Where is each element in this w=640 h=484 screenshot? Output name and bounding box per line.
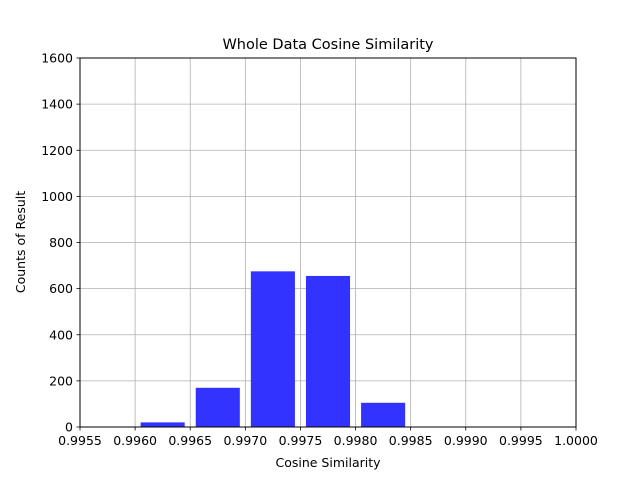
y-tick-label: 0 bbox=[65, 420, 73, 435]
y-tick-label: 600 bbox=[49, 281, 73, 296]
histogram-bar bbox=[305, 275, 351, 427]
x-tick-label: 0.9985 bbox=[389, 433, 433, 448]
x-tick-label: 0.9980 bbox=[334, 433, 378, 448]
chart-title: Whole Data Cosine Similarity bbox=[222, 37, 433, 53]
x-tick-label: 0.9975 bbox=[279, 433, 323, 448]
histogram-bar bbox=[250, 271, 295, 427]
y-tick-label: 1000 bbox=[41, 189, 73, 204]
y-tick-label: 400 bbox=[49, 327, 73, 342]
histogram-bar bbox=[195, 387, 240, 427]
x-axis-label: Cosine Similarity bbox=[275, 455, 381, 470]
x-axis-ticks: 0.9955 0.9960 0.9965 0.9970 0.9975 0.9980 0.99… bbox=[58, 427, 598, 448]
x-tick-label: 1.0000 bbox=[554, 433, 598, 448]
histogram-bar bbox=[140, 422, 185, 427]
y-tick-label: 800 bbox=[49, 235, 73, 250]
x-tick-label: 0.9955 bbox=[58, 433, 102, 448]
x-tick-label: 0.9990 bbox=[444, 433, 488, 448]
y-tick-label: 1200 bbox=[41, 143, 73, 158]
y-axis-label: Counts of Result bbox=[13, 191, 28, 293]
x-tick-label: 0.9970 bbox=[223, 433, 267, 448]
x-tick-label: 0.9965 bbox=[168, 433, 212, 448]
x-tick-label: 0.9995 bbox=[499, 433, 543, 448]
y-tick-label: 1400 bbox=[41, 97, 73, 112]
x-tick-label: 0.9960 bbox=[113, 433, 157, 448]
y-axis-ticks: 0 200 400 600 800 1000 1200 1400 1600 bbox=[41, 51, 80, 435]
histogram-bar bbox=[361, 402, 406, 427]
bars bbox=[140, 271, 406, 427]
y-tick-label: 200 bbox=[49, 373, 73, 388]
y-tick-label: 1600 bbox=[41, 51, 73, 66]
